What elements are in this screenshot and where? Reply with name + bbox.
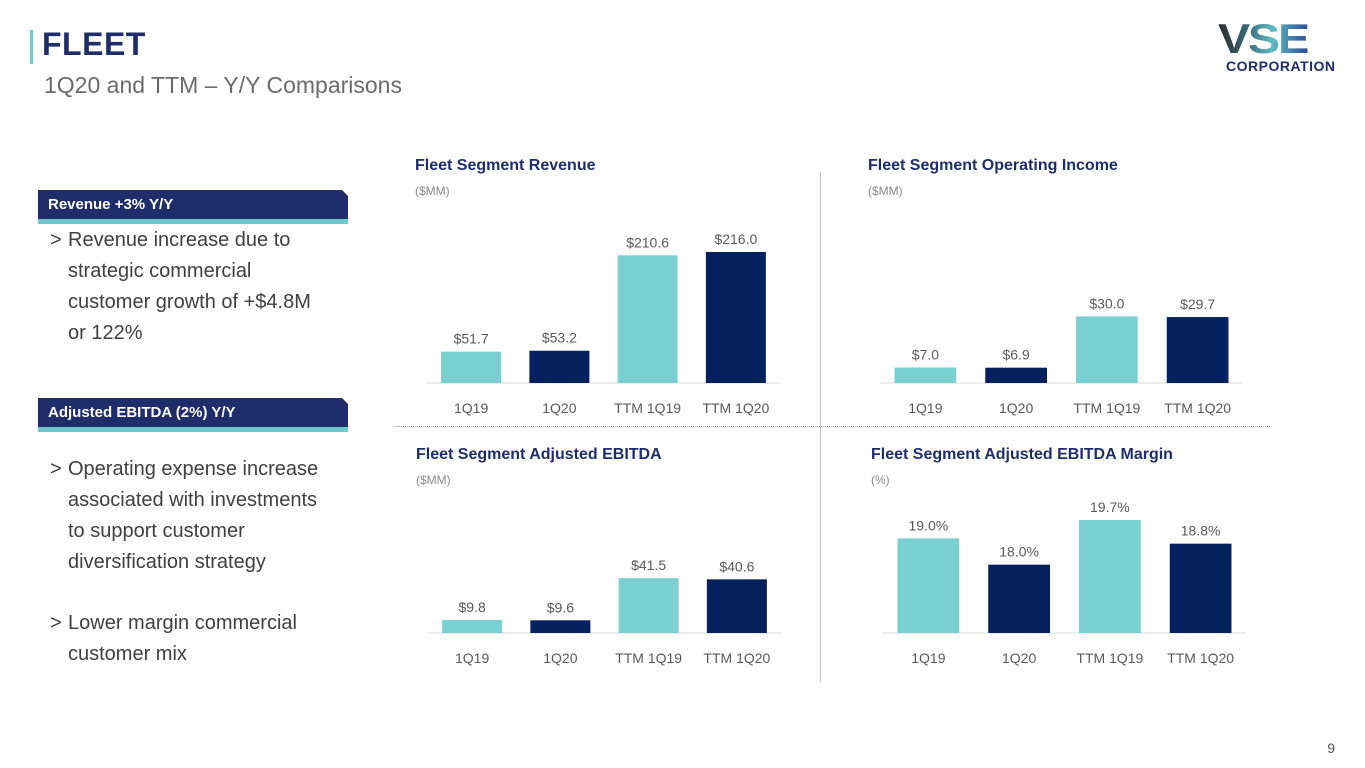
bar-ttm-1q19 — [617, 255, 678, 383]
logo-vse-text: VSE — [1218, 15, 1310, 62]
bar-1q19 — [442, 620, 503, 633]
bar-ttm-1q20 — [1166, 317, 1229, 383]
chart-svg: $7.0 1Q19 $6.9 1Q20 $30.0 TTM 1Q19 $29.7 TTM 1Q… — [880, 295, 1243, 416]
data-label: $40.6 — [719, 558, 754, 574]
data-label: $9.6 — [547, 599, 574, 615]
bullet-marker: > — [50, 612, 62, 634]
x-tick-label: TTM 1Q19 — [1076, 650, 1143, 666]
data-label: 18.8% — [1181, 523, 1221, 539]
chart-title: Fleet Segment Adjusted EBITDA Margin — [871, 446, 1173, 463]
data-label: $41.5 — [631, 557, 666, 573]
bullet-item: > Lower margin commercial customer mix — [50, 608, 318, 670]
bar-1q19 — [897, 538, 960, 633]
x-tick-label: TTM 1Q20 — [703, 650, 770, 666]
data-label: $51.7 — [454, 331, 489, 347]
ebitda-bullets: > Operating expense increase associated … — [50, 454, 318, 670]
chart-unit: ($MM) — [868, 184, 903, 198]
x-tick-label: 1Q19 — [908, 400, 942, 416]
bar-1q19 — [441, 351, 502, 383]
bar-1q19 — [894, 367, 957, 383]
bullet-line: Revenue increase due to — [68, 229, 291, 251]
chart-unit: ($MM) — [416, 473, 451, 487]
bullet-line: strategic commercial — [68, 260, 252, 282]
bar-ttm-1q19 — [618, 578, 679, 633]
page-title: FLEET — [42, 26, 146, 62]
x-tick-label: TTM 1Q20 — [1167, 650, 1234, 666]
bullet-line: associated with investments — [68, 489, 318, 511]
x-tick-label: TTM 1Q19 — [1073, 400, 1140, 416]
bullet-marker: > — [50, 458, 62, 480]
x-tick-label: 1Q19 — [454, 400, 488, 416]
chart-adjusted-ebitda: Fleet Segment Adjusted EBITDA ($MM) $9.8… — [416, 446, 796, 676]
vse-corporation-logo: VSE CORPORATION — [1218, 18, 1336, 76]
ebitda-badge: Adjusted EBITDA (2%) Y/Y — [38, 398, 348, 432]
bullet-item: > Operating expense increase associated … — [50, 454, 318, 578]
x-tick-label: 1Q20 — [999, 400, 1033, 416]
chart-svg: $9.8 1Q19 $9.6 1Q20 $41.5 TTM 1Q19 $40.6 TTM 1Q… — [428, 557, 781, 666]
chart-svg: 19.0% 1Q19 18.0% 1Q20 19.7% TTM 1Q19 18.8% TTM … — [883, 499, 1246, 666]
x-tick-label: TTM 1Q19 — [615, 650, 682, 666]
bullet-line: diversification strategy — [68, 551, 266, 573]
x-tick-label: TTM 1Q19 — [614, 400, 681, 416]
vertical-divider — [820, 172, 821, 682]
x-tick-label: 1Q19 — [911, 650, 945, 666]
bullet-line: customer growth of +$4.8M — [68, 291, 311, 313]
data-label: 19.0% — [909, 517, 949, 533]
chart-adjusted-ebitda-margin: Fleet Segment Adjusted EBITDA Margin (%)… — [871, 446, 1261, 676]
chart-title: Fleet Segment Revenue — [415, 157, 596, 174]
revenue-bullets: > Revenue increase due to strategic comm… — [50, 225, 311, 349]
data-label: $210.6 — [626, 234, 669, 250]
data-label: $9.8 — [459, 599, 486, 615]
data-label: $29.7 — [1180, 296, 1215, 312]
x-tick-label: TTM 1Q20 — [702, 400, 769, 416]
data-label: $7.0 — [912, 346, 939, 362]
data-label: $216.0 — [714, 231, 757, 247]
chart-title: Fleet Segment Operating Income — [868, 157, 1118, 174]
bar-1q20 — [988, 564, 1050, 633]
chart-unit: ($MM) — [415, 184, 450, 198]
page-subtitle: 1Q20 and TTM – Y/Y Comparisons — [44, 72, 402, 98]
x-tick-label: 1Q20 — [1002, 650, 1036, 666]
bar-1q20 — [529, 350, 590, 383]
bar-ttm-1q20 — [706, 579, 767, 633]
bullet-line: to support customer — [68, 520, 245, 542]
chart-title: Fleet Segment Adjusted EBITDA — [416, 446, 662, 463]
data-label: $30.0 — [1089, 295, 1124, 311]
x-tick-label: 1Q20 — [543, 650, 577, 666]
logo-corporation-text: CORPORATION — [1226, 58, 1336, 74]
bar-1q20 — [985, 367, 1047, 383]
bar-1q20 — [530, 620, 591, 633]
title-accent-bar — [30, 30, 33, 64]
bullet-line: customer mix — [68, 643, 187, 665]
data-label: $53.2 — [542, 330, 577, 346]
bar-ttm-1q20 — [1169, 543, 1232, 633]
chart-revenue: Fleet Segment Revenue ($MM) $51.7 1Q19 $53… — [415, 157, 795, 427]
page-number: 9 — [1327, 740, 1335, 756]
bar-ttm-1q20 — [705, 252, 766, 383]
x-tick-label: 1Q19 — [455, 650, 489, 666]
bullet-line: Lower margin commercial — [68, 612, 297, 634]
chart-svg: $51.7 1Q19 $53.2 1Q20 $210.6 TTM 1Q19 $216.0 TT… — [427, 231, 780, 416]
bullet-line: Operating expense increase — [68, 458, 319, 480]
chart-unit: (%) — [871, 473, 890, 487]
bar-ttm-1q19 — [1076, 316, 1138, 383]
bullet-line: or 122% — [68, 322, 143, 344]
bullet-marker: > — [50, 229, 62, 251]
x-tick-label: 1Q20 — [542, 400, 576, 416]
horizontal-divider — [395, 426, 1270, 427]
data-label: 19.7% — [1090, 499, 1130, 515]
x-tick-label: TTM 1Q20 — [1164, 400, 1231, 416]
bar-ttm-1q19 — [1079, 520, 1141, 633]
data-label: 18.0% — [999, 544, 1039, 560]
chart-operating-income: Fleet Segment Operating Income ($MM) $7.… — [868, 157, 1258, 427]
revenue-badge: Revenue +3% Y/Y — [38, 190, 348, 224]
data-label: $6.9 — [1003, 347, 1030, 363]
bullet-item: > Revenue increase due to strategic comm… — [50, 225, 311, 349]
